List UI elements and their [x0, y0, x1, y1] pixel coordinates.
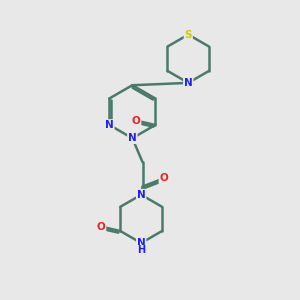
- Text: N: N: [128, 133, 137, 143]
- Text: N: N: [137, 190, 146, 200]
- Text: H: H: [137, 245, 145, 255]
- Text: S: S: [184, 30, 192, 40]
- Text: O: O: [132, 116, 140, 126]
- Text: N: N: [105, 120, 114, 130]
- Text: N: N: [184, 78, 193, 88]
- Text: N: N: [137, 238, 146, 248]
- Text: O: O: [97, 222, 106, 232]
- Text: O: O: [160, 173, 168, 183]
